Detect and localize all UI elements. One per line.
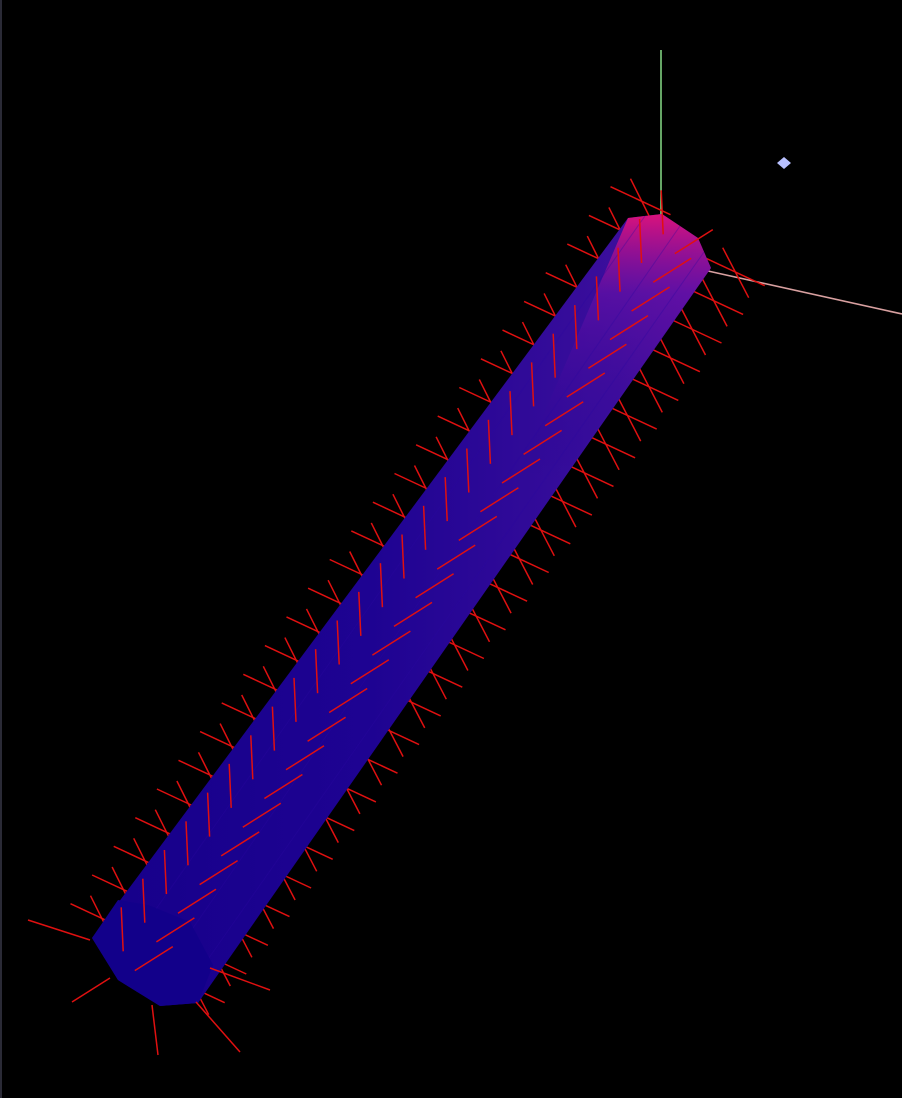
spike-front	[393, 601, 433, 628]
spike-front	[652, 257, 692, 283]
spike-front	[350, 659, 390, 685]
spike-right-cross	[635, 362, 663, 413]
spike-top	[530, 362, 535, 407]
spike-top	[142, 878, 146, 923]
spike-front	[134, 945, 174, 972]
spike-top	[163, 849, 168, 895]
spike-top	[401, 534, 405, 579]
spike-top	[660, 190, 664, 235]
spike-front	[220, 831, 260, 857]
spike-front	[501, 458, 541, 484]
spike-top	[422, 505, 427, 550]
spike-front	[199, 859, 239, 886]
spike-top	[293, 677, 297, 722]
end-cap-spike	[151, 1004, 159, 1056]
spike-top	[228, 763, 232, 808]
spike-top	[120, 907, 124, 952]
spike-front	[328, 687, 368, 714]
end-cap-spike	[71, 977, 111, 1003]
cylinder-facet-line	[149, 225, 681, 991]
spike-front	[436, 544, 476, 570]
cylinder-body[interactable]	[92, 214, 711, 1006]
spike-top	[552, 333, 556, 378]
spike-front	[263, 773, 303, 800]
spike-left	[610, 186, 671, 216]
spike-top	[595, 276, 600, 321]
spike-front	[544, 401, 584, 427]
spike-top	[336, 620, 340, 665]
spike-front	[609, 314, 649, 341]
spike-top	[271, 706, 276, 751]
spike-front	[587, 343, 627, 369]
spike-front	[458, 515, 498, 542]
cylinder-facet-line	[119, 215, 646, 961]
spike-front	[371, 630, 411, 656]
spike-front	[674, 228, 714, 255]
x-axis-line	[707, 270, 902, 315]
spikes-front-group	[27, 190, 714, 1056]
spike-front	[523, 429, 563, 456]
spike-front	[177, 888, 217, 914]
spike-front	[242, 802, 282, 828]
spike-right-cross	[678, 304, 707, 356]
spike-top	[466, 448, 470, 493]
light-marker-icon[interactable]	[777, 157, 791, 169]
end-cap-spike	[195, 1001, 241, 1053]
spike-top	[379, 563, 384, 608]
spike-top	[638, 218, 643, 264]
spike-top	[444, 477, 448, 522]
cylinder-facet-line	[177, 251, 705, 1003]
spike-front	[479, 487, 519, 513]
spike-top	[358, 591, 362, 636]
spike-top	[250, 735, 254, 780]
spike-right-cross	[700, 276, 728, 327]
axes-gizmo-icon	[660, 50, 902, 315]
spike-front	[307, 716, 347, 742]
spike-front	[415, 573, 455, 599]
end-cap-spike	[27, 919, 91, 941]
spike-top	[574, 305, 578, 350]
spike-right-cross	[657, 333, 685, 385]
spike-top	[487, 419, 492, 464]
spike-front	[285, 745, 325, 771]
spike-top	[617, 247, 621, 292]
spike-top	[314, 649, 319, 694]
spike-front	[631, 286, 671, 312]
spike-top	[206, 792, 211, 837]
spike-top	[185, 821, 189, 866]
spike-right-cross	[722, 247, 750, 299]
spike-front	[566, 372, 606, 398]
spike-front	[155, 917, 195, 943]
cylinder-highlight	[520, 214, 711, 480]
spike-top	[509, 391, 513, 436]
end-cap-spike	[209, 967, 271, 991]
